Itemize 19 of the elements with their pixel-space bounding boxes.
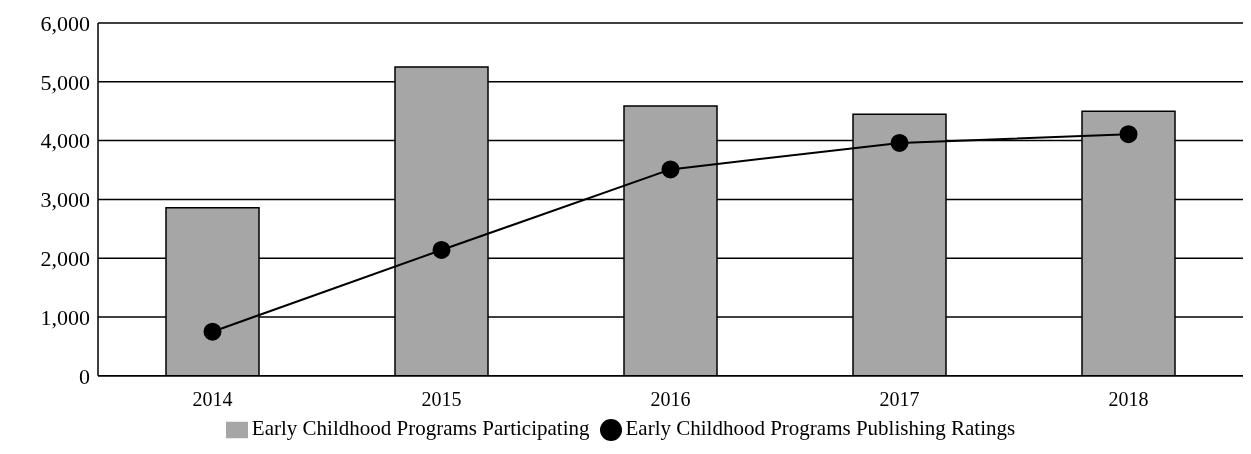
x-tick-label: 2017 <box>879 388 920 411</box>
point <box>1119 125 1138 144</box>
y-tick-label: 4,000 <box>40 128 90 154</box>
x-tick-label: 2015 <box>421 388 462 411</box>
point <box>890 133 909 152</box>
x-tick-label: 2014 <box>192 388 233 411</box>
y-tick-label: 1,000 <box>40 304 90 330</box>
x-tick-label: 2018 <box>1108 388 1149 411</box>
y-tick-label: 0 <box>79 363 90 389</box>
point <box>432 240 451 259</box>
x-tick-label: 2016 <box>650 388 691 411</box>
legend-label: Early Childhood Programs Publishing Ratings <box>625 415 1016 440</box>
y-tick-label: 6,000 <box>40 10 90 36</box>
point <box>203 322 222 341</box>
y-tick-label: 2,000 <box>40 246 90 272</box>
y-tick-label: 3,000 <box>40 187 90 213</box>
legend-label: Early Childhood Programs Participating <box>251 415 590 440</box>
y-tick-label: 5,000 <box>40 69 90 95</box>
point <box>661 160 680 179</box>
